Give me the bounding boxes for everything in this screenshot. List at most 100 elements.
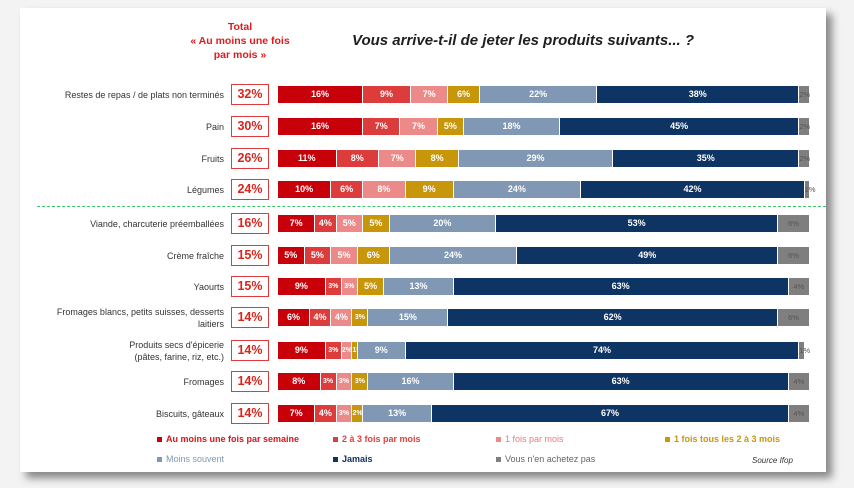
totals-heading-line: par mois » — [213, 49, 267, 61]
bar-segment-once-month: 5% — [331, 247, 358, 264]
category-label-line: Légumes — [186, 185, 224, 195]
legend-item-weekly: Au moins une fois par semaine — [157, 434, 299, 444]
bar-segment-two-three-month: 9% — [363, 86, 411, 103]
category-label-line: Yaourts — [193, 282, 224, 292]
group-separator — [37, 206, 826, 207]
bar-segment-once-month: 4% — [331, 309, 353, 326]
bar-segment-every-2-3-months: 5% — [363, 215, 390, 232]
total-value-box: 15% — [231, 245, 269, 266]
legend-label: Au moins une fois par semaine — [166, 434, 300, 444]
legend-swatch-icon — [665, 437, 670, 443]
totals-heading-line: « Au moins une fois — [190, 35, 290, 47]
bar-segment-weekly: 8% — [278, 373, 321, 390]
bar-segment-once-month: 3% — [341, 278, 358, 295]
bar-segment-once-month: 2% — [341, 342, 353, 359]
bar-segment-never: 49% — [517, 247, 779, 264]
bar-segment-two-three-month: 7% — [363, 118, 401, 135]
bar-segment-never: 53% — [496, 215, 779, 232]
bar-segment-once-month: 8% — [363, 181, 406, 198]
bar-segment-every-2-3-months: 3% — [352, 373, 369, 390]
bar-segment-every-2-3-months: 9% — [405, 181, 454, 198]
bar-segment-less-often: 24% — [453, 181, 582, 198]
bar-segment-dont-buy: 1% — [799, 342, 810, 359]
category-label: Crème fraîche — [4, 250, 224, 262]
legend-item-never: Jamais — [333, 454, 373, 464]
category-label-line: Restes de repas / de plats non terminés — [64, 90, 224, 100]
bar-segment-once-month: 5% — [336, 215, 364, 232]
total-value-box: 14% — [231, 307, 269, 328]
category-label-line: (pâtes, farine, riz, etc.) — [134, 352, 224, 362]
bar-segment-less-often: 18% — [464, 118, 560, 135]
total-value-box: 26% — [231, 148, 269, 169]
bar-segment-never: 62% — [448, 309, 779, 326]
bar-segment-dont-buy: 4% — [788, 405, 810, 422]
bar-segment-weekly: 7% — [278, 215, 316, 232]
bar-segment-weekly: 10% — [278, 181, 332, 198]
bar-segment-less-often: 20% — [389, 215, 497, 232]
chart-card — [20, 8, 826, 472]
category-label-line: Produits secs d'épicerie — [129, 340, 224, 350]
category-label-line: Crème fraîche — [166, 251, 224, 261]
bar-segment-every-2-3-months: 1% — [352, 342, 363, 359]
bar-segment-dont-buy: 1% — [804, 181, 816, 198]
legend-swatch-icon — [157, 457, 162, 463]
bar-segment-two-three-month: 4% — [315, 215, 337, 232]
bar-segment-every-2-3-months: 6% — [448, 86, 481, 103]
category-label: Fromages — [4, 376, 224, 388]
bar-segment-less-often: 13% — [384, 278, 454, 295]
category-label: Fruits — [4, 153, 225, 165]
bar-segment-never: 74% — [405, 342, 800, 359]
bar-segment-dont-buy: 2% — [799, 150, 810, 167]
legend-swatch-icon — [157, 437, 162, 443]
bar-segment-never: 63% — [453, 278, 789, 295]
category-label-line: laitiers — [197, 319, 224, 329]
bar-segment-weekly: 16% — [278, 118, 364, 135]
legend-item-dont-buy: Vous n'en achetez pas — [496, 454, 595, 464]
category-label-line: Viande, charcuterie préemballées — [90, 219, 224, 229]
chart-title: Vous arrive-t-il de jeter les produits s… — [352, 32, 695, 49]
bar-segment-every-2-3-months: 5% — [357, 278, 385, 295]
category-label-line: Fromages — [183, 377, 224, 387]
bar-segment-two-three-month: 4% — [315, 405, 337, 422]
category-label: Restes de repas / de plats non terminés — [4, 89, 224, 101]
bar-segment-two-three-month: 3% — [325, 342, 342, 359]
category-label-line: Fruits — [201, 154, 225, 164]
bar-segment-weekly: 9% — [278, 342, 326, 359]
bar-segment-two-three-month: 3% — [320, 373, 337, 390]
legend-item-less-often: Moins souvent — [157, 454, 224, 464]
bar-segment-once-month: 3% — [336, 405, 353, 422]
bar-segment-never: 42% — [581, 181, 805, 198]
legend-item-once-month: 1 fois par mois — [496, 434, 564, 444]
bar-segment-weekly: 11% — [278, 150, 337, 167]
bar-segment-weekly: 7% — [278, 405, 316, 422]
bar-segment-every-2-3-months: 6% — [357, 247, 390, 264]
bar-segment-less-often: 16% — [368, 373, 454, 390]
legend-label: Moins souvent — [166, 454, 225, 464]
bar-segment-every-2-3-months: 5% — [437, 118, 465, 135]
legend-swatch-icon — [333, 437, 338, 443]
bar-segment-every-2-3-months: 2% — [352, 405, 364, 422]
category-label: Pain — [4, 121, 224, 133]
bar-segment-once-month: 7% — [411, 86, 449, 103]
legend-label: 1 fois par mois — [505, 434, 564, 444]
total-value-box: 14% — [231, 340, 269, 361]
category-label: Produits secs d'épicerie (pâtes, farine, … — [4, 339, 224, 363]
bar-segment-never: 38% — [597, 86, 800, 103]
bar-segment-weekly: 9% — [278, 278, 326, 295]
legend-swatch-icon — [496, 457, 501, 463]
category-label-line: Fromages blancs, petits suisses, dessert… — [56, 307, 224, 317]
bar-segment-two-three-month: 6% — [331, 181, 364, 198]
legend-label: 1 fois tous les 2 à 3 mois — [674, 434, 781, 444]
total-value-box: 14% — [231, 371, 269, 392]
totals-heading: Total « Au moins une fois par mois » — [165, 20, 315, 62]
legend-label: Vous n'en achetez pas — [505, 454, 596, 464]
bar-segment-never: 45% — [559, 118, 800, 135]
legend-item-every-2-3-months: 1 fois tous les 2 à 3 mois — [665, 434, 780, 444]
total-value-box: 16% — [231, 213, 269, 234]
bar-segment-weekly: 5% — [278, 247, 305, 264]
bar-segment-less-often: 9% — [357, 342, 406, 359]
bar-segment-two-three-month: 5% — [304, 247, 332, 264]
totals-heading-line: Total — [227, 21, 253, 33]
bar-segment-two-three-month: 4% — [309, 309, 332, 326]
total-value-box: 15% — [231, 276, 269, 297]
